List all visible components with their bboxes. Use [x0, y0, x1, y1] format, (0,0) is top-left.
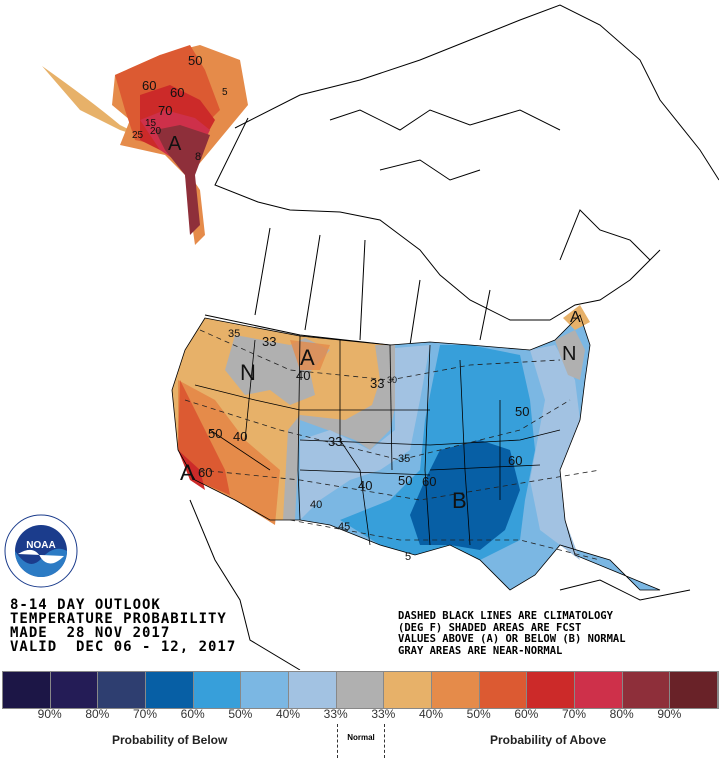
below-label: B: [452, 488, 467, 513]
contour-label: 35: [398, 453, 410, 465]
legend-swatch: [193, 672, 242, 708]
contour-label: 33: [370, 376, 384, 391]
title-line: TEMPERATURE PROBABILITY: [10, 611, 227, 627]
valid-dates: VALID DEC 06 - 12, 2017: [10, 639, 237, 655]
contour-label: 33: [328, 434, 342, 449]
legend-tick: 80%: [85, 707, 110, 721]
legend-tick: 60%: [180, 707, 205, 721]
contour-label: 5: [405, 551, 411, 563]
legend-swatch: [527, 672, 576, 708]
legend-tick: 90%: [37, 707, 62, 721]
map-labels: A N A B N A A 50 60 60 70 15 20 25 5 8 3…: [132, 53, 581, 563]
above-label: A: [570, 309, 581, 326]
noaa-logo: NOAA: [4, 514, 78, 588]
svg-text:NOAA: NOAA: [26, 540, 55, 551]
legend-swatch: [241, 672, 290, 708]
legend-tick: 50%: [228, 707, 253, 721]
contour-label: 40: [296, 368, 310, 383]
note-line: GRAY AREAS ARE NEAR-NORMAL: [398, 644, 563, 657]
legend-ticks: 90% 80% 70% 60% 50% 40% 33% 33% 40% 50% 60% 70% 80% 9…: [0, 707, 719, 723]
note-line: DASHED BLACK LINES ARE CLIMATOLOGY: [398, 610, 613, 622]
legend-swatch: [50, 672, 99, 708]
contour-label: 60: [422, 474, 436, 489]
above-label: A: [300, 345, 315, 370]
legend-swatch: [479, 672, 528, 708]
above-label: A: [180, 460, 195, 485]
legend-swatch: [336, 672, 385, 708]
contour-label: 40: [358, 478, 372, 493]
outlook-title: 8-14 DAY OUTLOOK TEMPERATURE PROBABILITY M…: [10, 598, 236, 654]
normal-label: N: [562, 343, 576, 365]
legend-swatch: [3, 672, 51, 708]
legend-swatch: [575, 672, 623, 708]
above-label: A: [168, 133, 182, 155]
normal-label: N: [240, 360, 256, 385]
contour-label: 15: [145, 118, 157, 129]
legend-swatch: [622, 672, 671, 708]
normal-caption: Normal: [337, 724, 385, 758]
contour-label: 60: [198, 465, 212, 480]
contour-label: 40: [233, 429, 247, 444]
contour-label: 25: [132, 130, 144, 141]
legend-swatch: [670, 672, 719, 708]
alaska-region: [42, 45, 248, 245]
contour-label: 50: [515, 404, 529, 419]
legend-swatch: [146, 672, 194, 708]
contour-label: 30: [387, 375, 397, 385]
legend-tick: 60%: [514, 707, 539, 721]
above-caption: Probability of Above: [490, 733, 607, 747]
made-date: MADE 28 NOV 2017: [10, 625, 171, 641]
title-line: 8-14 DAY OUTLOOK: [10, 597, 161, 613]
outlook-map: A N A B N A A 50 60 60 70 15 20 25 5 8 3…: [42, 4, 719, 670]
conus-regions: [172, 305, 660, 590]
legend-tick: 90%: [657, 707, 682, 721]
contour-label: 45: [338, 521, 350, 533]
contour-label: 5: [222, 87, 228, 98]
canada-outline: [189, 4, 719, 670]
legend-tick: 33%: [323, 707, 348, 721]
contour-label: 50: [398, 473, 412, 488]
legend-swatch: [384, 672, 433, 708]
contour-label: 40: [310, 499, 322, 511]
contour-label: 33: [262, 334, 276, 349]
contour-label: 60: [142, 78, 156, 93]
legend-swatch: [289, 672, 337, 708]
legend-swatch: [98, 672, 147, 708]
contour-label: 60: [170, 85, 184, 100]
contour-label: 20: [150, 126, 162, 137]
legend-tick: 40%: [275, 707, 301, 721]
note-line: (DEG F) SHADED AREAS ARE FCST: [398, 621, 582, 634]
contour-label: 50: [188, 53, 202, 68]
legend-tick: 40%: [418, 707, 444, 721]
climatology-contours: [184, 329, 601, 561]
state-borders: [171, 314, 661, 591]
map-note: DASHED BLACK LINES ARE CLIMATOLOGY (DEG F…: [398, 610, 626, 657]
contour-label: 60: [508, 453, 522, 468]
legend-tick: 80%: [609, 707, 634, 721]
legend-tick: 70%: [561, 707, 587, 721]
legend-tick: 70%: [132, 707, 158, 721]
contour-label: 8: [195, 151, 201, 163]
legend-swatch: [432, 672, 480, 708]
legend-tick: 50%: [466, 707, 491, 721]
contour-label: 35: [228, 328, 240, 340]
note-line: VALUES ABOVE (A) OR BELOW (B) NORMAL: [398, 633, 626, 645]
color-legend: [2, 671, 719, 709]
contour-label: 70: [158, 103, 172, 118]
contour-label: 50: [208, 426, 222, 441]
legend-tick: 33%: [371, 707, 396, 721]
below-caption: Probability of Below: [112, 733, 228, 747]
